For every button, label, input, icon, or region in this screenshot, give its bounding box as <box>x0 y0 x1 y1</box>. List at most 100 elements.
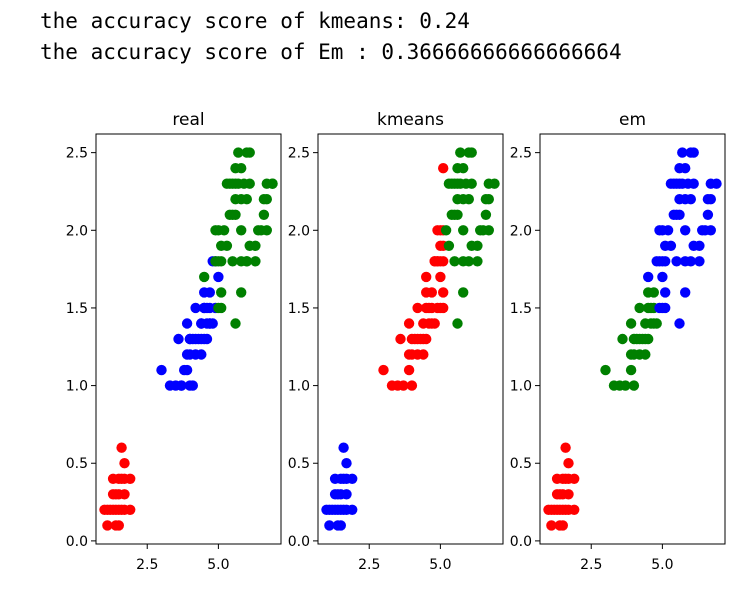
scatter-point <box>204 287 215 298</box>
scatter-point <box>181 318 193 329</box>
scatter-point <box>463 194 474 205</box>
scatter-point <box>668 209 679 220</box>
scatter-point <box>449 256 460 267</box>
scatter-point <box>213 271 224 283</box>
scatter-point <box>569 473 580 484</box>
scatter-point <box>702 209 714 220</box>
scatter-point <box>477 225 489 236</box>
scatter-point <box>244 178 255 189</box>
scatter-point <box>617 333 628 345</box>
scatter-point <box>455 147 466 158</box>
scatter-point <box>227 256 238 267</box>
scatter-point <box>173 333 184 345</box>
panel-title: real <box>172 110 204 130</box>
scatter-point <box>625 318 637 329</box>
scatter-point <box>685 194 696 205</box>
scatter-point <box>176 380 187 391</box>
scatter-point <box>255 225 267 236</box>
scatter-point <box>563 458 574 469</box>
y-tick-label: 0.0 <box>510 534 532 550</box>
scatter-point <box>452 194 463 205</box>
scatter-point <box>674 194 685 205</box>
y-tick-label: 1.0 <box>288 379 310 395</box>
scatter-point <box>699 225 711 236</box>
x-tick-label: 5.0 <box>207 557 229 573</box>
scatter-point <box>674 318 685 329</box>
scatter-point <box>665 240 677 251</box>
scatter-point <box>446 209 457 220</box>
axes-frame <box>539 133 726 545</box>
scatter-point <box>258 194 270 205</box>
scatter-point <box>463 147 474 158</box>
scatter-point <box>546 520 557 531</box>
scatter-point <box>657 271 668 283</box>
scatter-point <box>648 287 659 298</box>
scatter-point <box>466 240 477 251</box>
x-tick-label: 2.5 <box>136 557 158 573</box>
scatter-point <box>403 364 415 376</box>
scatter-point <box>660 287 671 298</box>
scatter-point <box>258 209 270 220</box>
scatter-point <box>406 380 418 391</box>
y-tick-label: 2.0 <box>510 223 532 239</box>
scatter-point <box>113 520 125 531</box>
x-tick-label: 2.5 <box>358 557 380 573</box>
scatter-point <box>244 240 255 251</box>
scatter-point <box>403 318 415 329</box>
scatter-point <box>452 178 463 189</box>
scatter-point <box>688 178 699 189</box>
scatter-point <box>236 225 247 236</box>
scatter-point <box>680 163 691 174</box>
scatter-point <box>705 178 716 189</box>
scatter-point <box>341 489 352 500</box>
scatter-point <box>125 504 136 515</box>
x-tick-label: 5.0 <box>651 557 673 573</box>
y-tick-label: 2.5 <box>510 146 532 162</box>
scatter-point <box>216 287 227 298</box>
scatter-point <box>378 364 389 376</box>
y-tick-label: 0.5 <box>66 456 88 472</box>
scatter-point <box>426 287 437 298</box>
y-tick-label: 1.5 <box>288 301 310 317</box>
scatter-point <box>125 473 136 484</box>
scatter-point <box>560 442 571 453</box>
scatter-point <box>347 504 358 515</box>
scatter-point <box>643 271 654 283</box>
scatter-point <box>421 271 432 283</box>
scatter-point <box>338 442 349 453</box>
scatter-point <box>643 333 654 345</box>
scatter-point <box>671 256 682 267</box>
scatter-point <box>660 302 671 314</box>
scatter-point <box>440 225 452 236</box>
y-tick-label: 2.0 <box>288 223 310 239</box>
y-tick-label: 0.0 <box>288 534 310 550</box>
y-tick-label: 2.5 <box>288 146 310 162</box>
scatter-point <box>398 380 409 391</box>
scatter-point <box>569 504 580 515</box>
scatter-point <box>680 287 691 298</box>
y-tick-label: 1.5 <box>510 301 532 317</box>
y-tick-label: 1.0 <box>66 379 88 395</box>
scatter-point <box>224 209 235 220</box>
scatter-point <box>452 318 463 329</box>
scatter-point <box>438 163 449 174</box>
scatter-point <box>196 318 207 329</box>
scatter-point <box>236 163 247 174</box>
scatter-point <box>677 147 688 158</box>
axes-frame <box>317 133 504 545</box>
scatter-point <box>230 194 241 205</box>
scatter-point <box>472 256 483 267</box>
scatter-point <box>657 225 668 236</box>
scatter-point <box>102 520 113 531</box>
scatter-point <box>480 194 492 205</box>
scatter-point <box>480 209 492 220</box>
scatter-point <box>458 287 469 298</box>
scatter-point <box>412 302 423 314</box>
scatter-point <box>216 302 227 314</box>
scatter-point <box>640 349 651 360</box>
scatter-point <box>443 240 455 251</box>
scatter-point <box>651 318 662 329</box>
y-tick-label: 0.0 <box>66 534 88 550</box>
scatter-point <box>620 380 631 391</box>
scatter-point <box>199 271 210 283</box>
